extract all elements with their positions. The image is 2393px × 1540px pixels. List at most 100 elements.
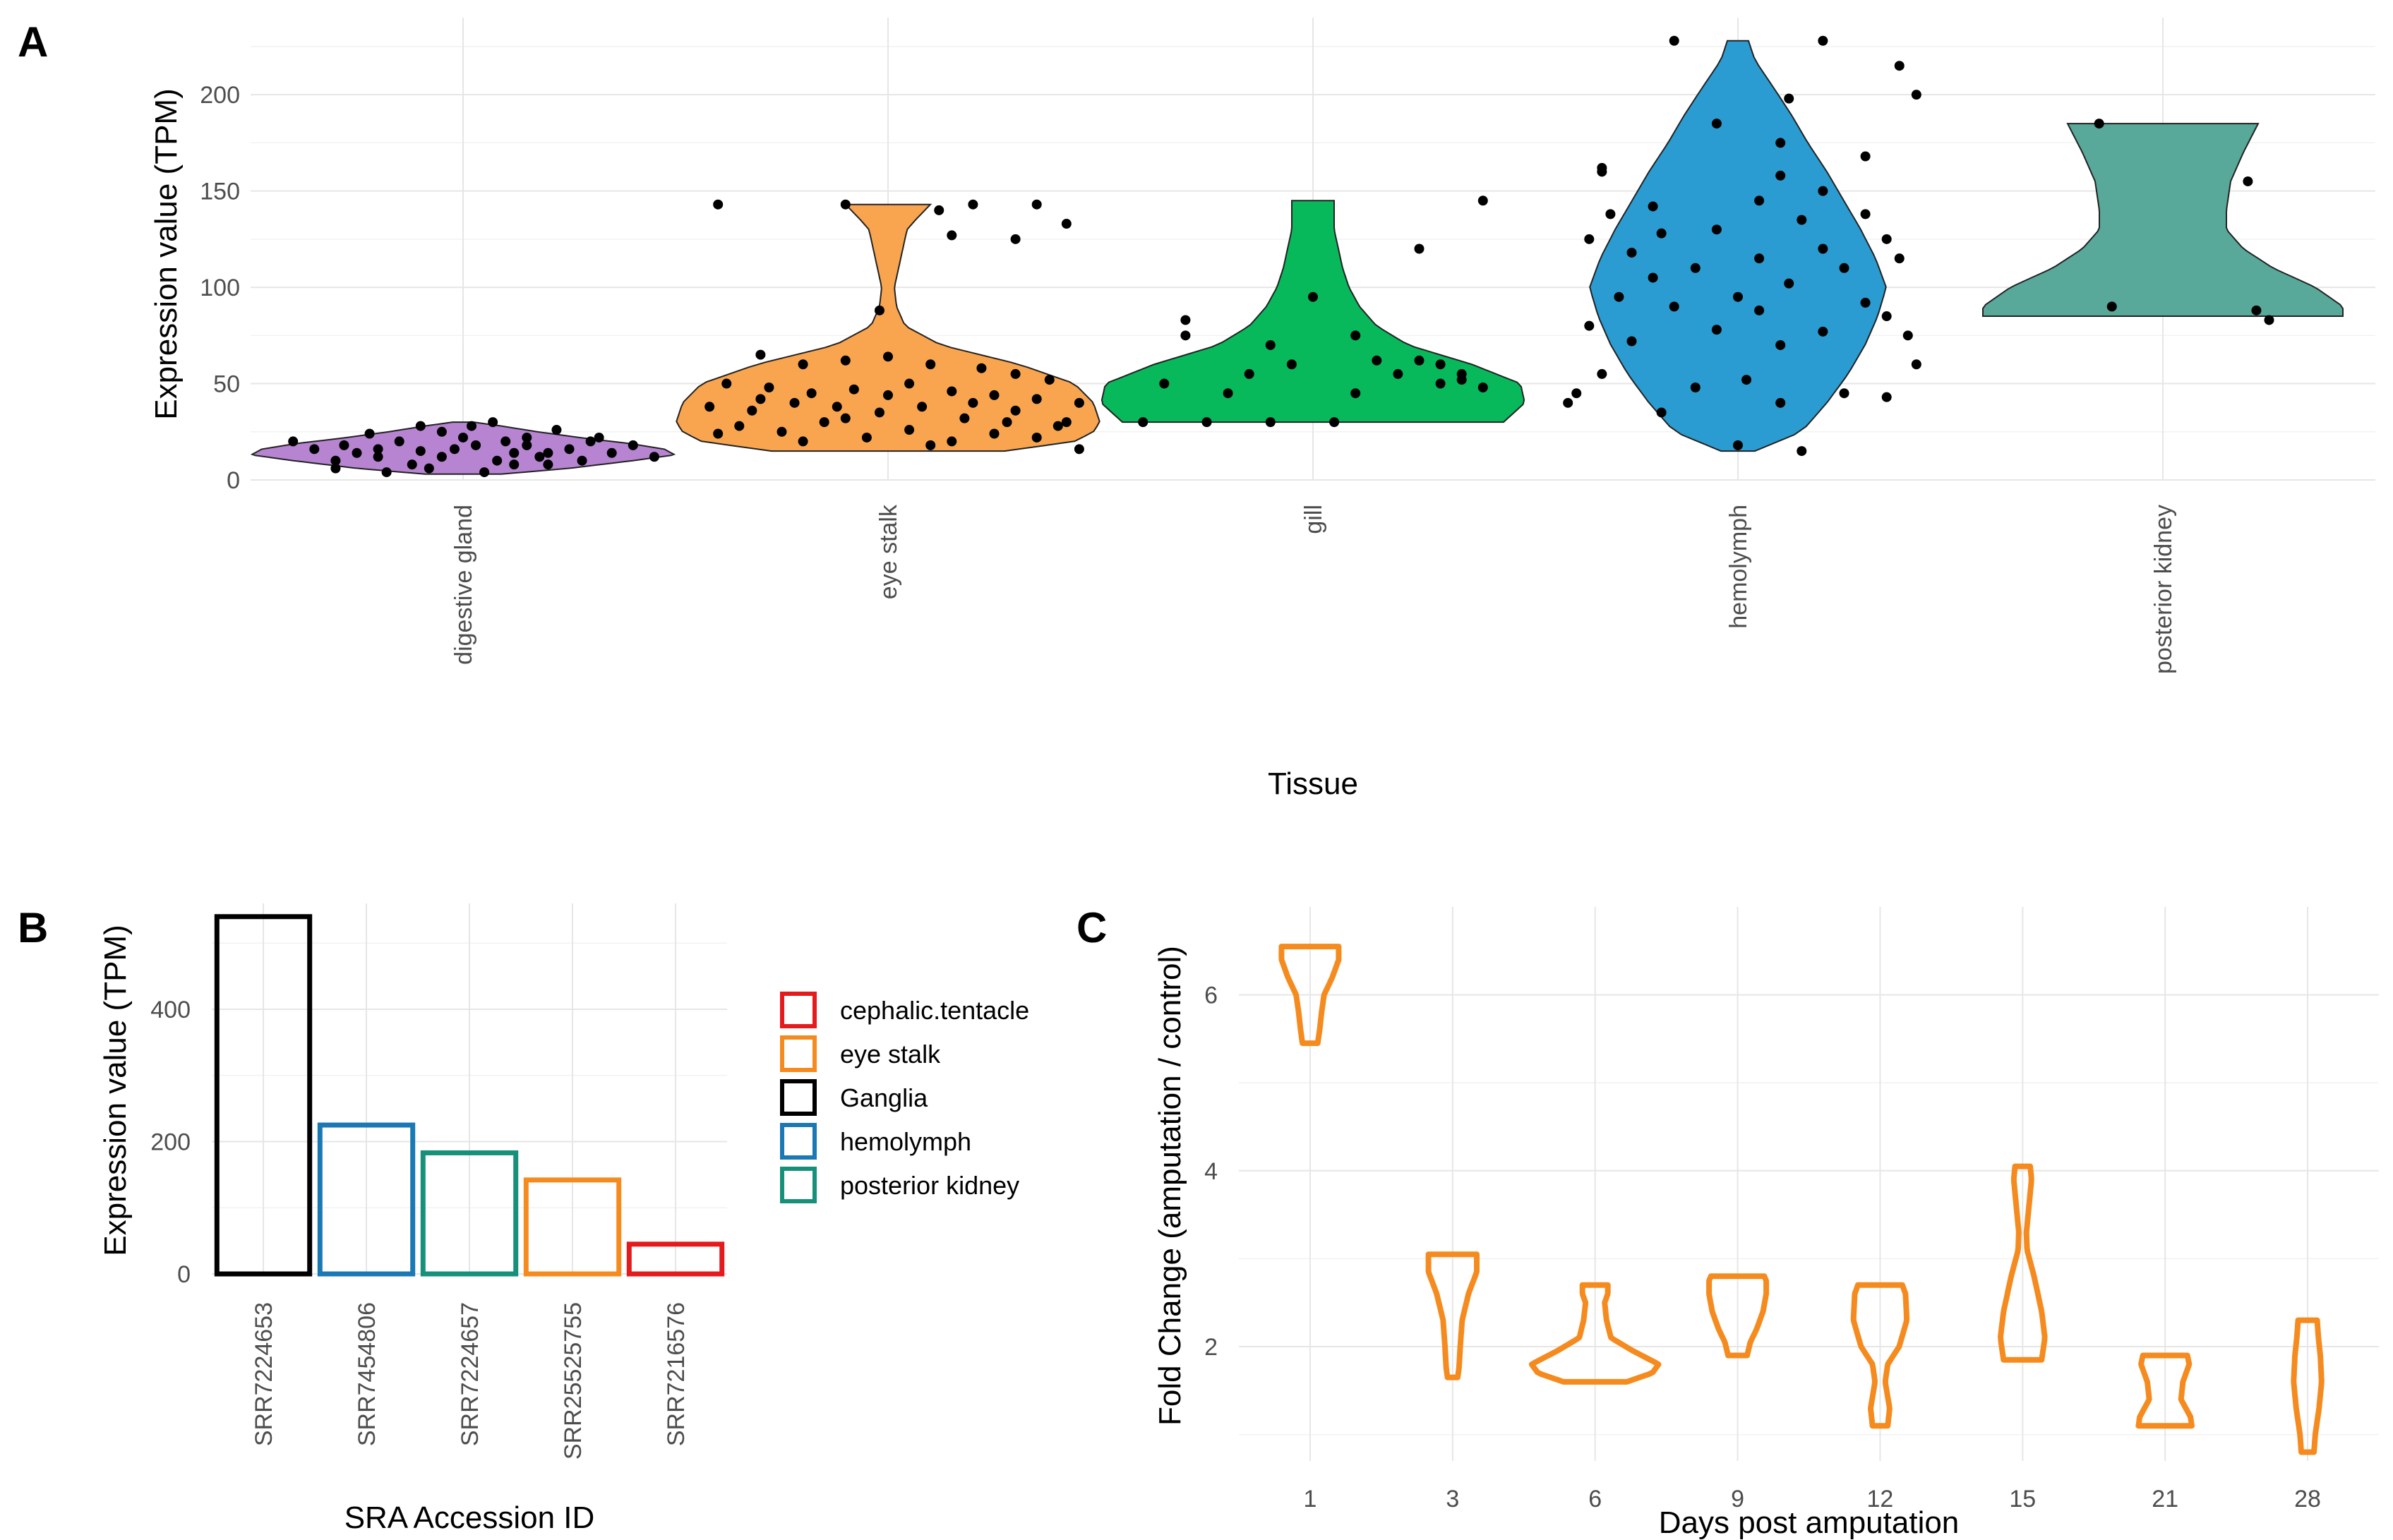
x-tick-label-c: 21	[2152, 1486, 2178, 1512]
y-tick-label-c: 4	[1204, 1158, 1218, 1185]
y-tick-label-b: 200	[150, 1129, 191, 1156]
bar-SRR7454806	[317, 1122, 416, 1277]
data-point	[1244, 368, 1254, 379]
data-point	[1656, 228, 1667, 239]
data-point	[1648, 272, 1658, 283]
data-point	[1797, 446, 1807, 457]
y-axis-title-a: Expression value (TPM)	[149, 88, 184, 419]
legend-label: eye stalk	[840, 1040, 941, 1069]
data-point	[373, 444, 383, 455]
data-point	[467, 421, 477, 431]
data-point	[947, 386, 957, 397]
x-tick-label-c: 3	[1446, 1486, 1459, 1512]
x-tick-label-b: SRR7224653	[251, 1302, 277, 1446]
data-point	[1350, 330, 1361, 341]
data-point	[381, 467, 392, 478]
data-point	[747, 405, 757, 416]
legend-key	[780, 1167, 817, 1203]
data-point	[522, 440, 532, 450]
data-point	[436, 426, 447, 437]
data-point	[534, 452, 545, 462]
data-point	[755, 394, 766, 404]
data-point	[1818, 186, 1828, 196]
data-point	[1265, 339, 1276, 350]
data-point	[1754, 305, 1765, 315]
data-point	[1061, 219, 1072, 229]
data-point	[1656, 407, 1667, 418]
data-point	[819, 417, 829, 428]
data-point	[968, 397, 978, 408]
x-axis-title-b: SRA Accession ID	[344, 1500, 595, 1535]
data-point	[1860, 151, 1871, 162]
data-point	[917, 402, 928, 412]
data-point	[832, 402, 842, 412]
bar-SRR7224653	[214, 914, 313, 1277]
data-point	[585, 436, 596, 447]
bar-SRR25525755	[523, 1177, 622, 1277]
violin-day-3	[1425, 1251, 1480, 1380]
violin-gill	[1100, 200, 1525, 423]
data-point	[594, 432, 604, 443]
data-point	[1010, 405, 1021, 416]
data-point	[1597, 167, 1607, 177]
y-tick-label-b: 0	[177, 1261, 191, 1288]
data-point	[904, 425, 915, 435]
data-point	[415, 421, 426, 431]
x-tick-label-a: gill	[1300, 505, 1327, 534]
data-point	[1775, 138, 1786, 148]
x-tick-label-a: eye stalk	[875, 504, 902, 599]
data-point	[1414, 243, 1425, 254]
data-point	[1818, 35, 1828, 46]
data-point	[776, 426, 787, 437]
data-point	[1031, 199, 1042, 210]
panel-label-a: A	[18, 18, 48, 66]
data-point	[551, 425, 562, 435]
data-point	[734, 421, 745, 431]
y-tick-label-a: 200	[200, 82, 240, 109]
data-point	[840, 413, 851, 423]
data-point	[471, 440, 481, 450]
data-point	[649, 452, 659, 462]
data-point	[1159, 378, 1170, 389]
data-point	[1052, 421, 1063, 431]
data-point	[407, 459, 417, 470]
data-point	[1372, 355, 1382, 366]
y-tick-label-b: 400	[150, 997, 191, 1023]
x-tick-label-a: posterior kidney	[2150, 505, 2177, 674]
violin-day-12	[1850, 1282, 1910, 1429]
data-point	[721, 378, 732, 389]
data-point	[789, 397, 800, 408]
data-point	[509, 459, 520, 470]
data-point	[1711, 325, 1722, 335]
data-point	[1180, 330, 1191, 341]
data-point	[1414, 355, 1425, 366]
data-point	[713, 428, 724, 439]
violin-digestive-gland	[250, 421, 676, 475]
x-tick-label-a: digestive gland	[450, 505, 477, 665]
data-point	[1002, 417, 1012, 428]
data-point	[934, 205, 944, 215]
x-tick-label-b: SRR7224657	[457, 1302, 484, 1446]
y-tick-label-a: 50	[213, 371, 240, 398]
y-tick-label-a: 0	[227, 467, 240, 494]
data-point	[330, 463, 341, 474]
panel-b-bar-chart: 0 200 400 SRR7224653 SRR7454806 SRR7224657 SRR…	[98, 903, 1029, 1535]
data-point	[883, 351, 893, 362]
data-point	[339, 440, 349, 450]
data-point	[1626, 336, 1637, 347]
data-point	[764, 383, 774, 392]
data-point	[1435, 359, 1446, 370]
x-tick-label-b: SRR7216576	[663, 1302, 690, 1446]
x-tick-label-b: SRR25525755	[560, 1302, 587, 1460]
data-point	[1626, 247, 1637, 258]
data-point	[1074, 397, 1084, 408]
x-axis-title-c: Days post amputation	[1659, 1505, 1960, 1540]
data-point	[874, 407, 884, 418]
data-point	[989, 428, 1000, 439]
data-point	[543, 459, 553, 470]
data-point	[458, 432, 468, 443]
data-point	[861, 432, 872, 443]
data-point	[925, 440, 936, 450]
data-point	[755, 349, 766, 360]
x-tick-label-c: 1	[1303, 1486, 1317, 1512]
